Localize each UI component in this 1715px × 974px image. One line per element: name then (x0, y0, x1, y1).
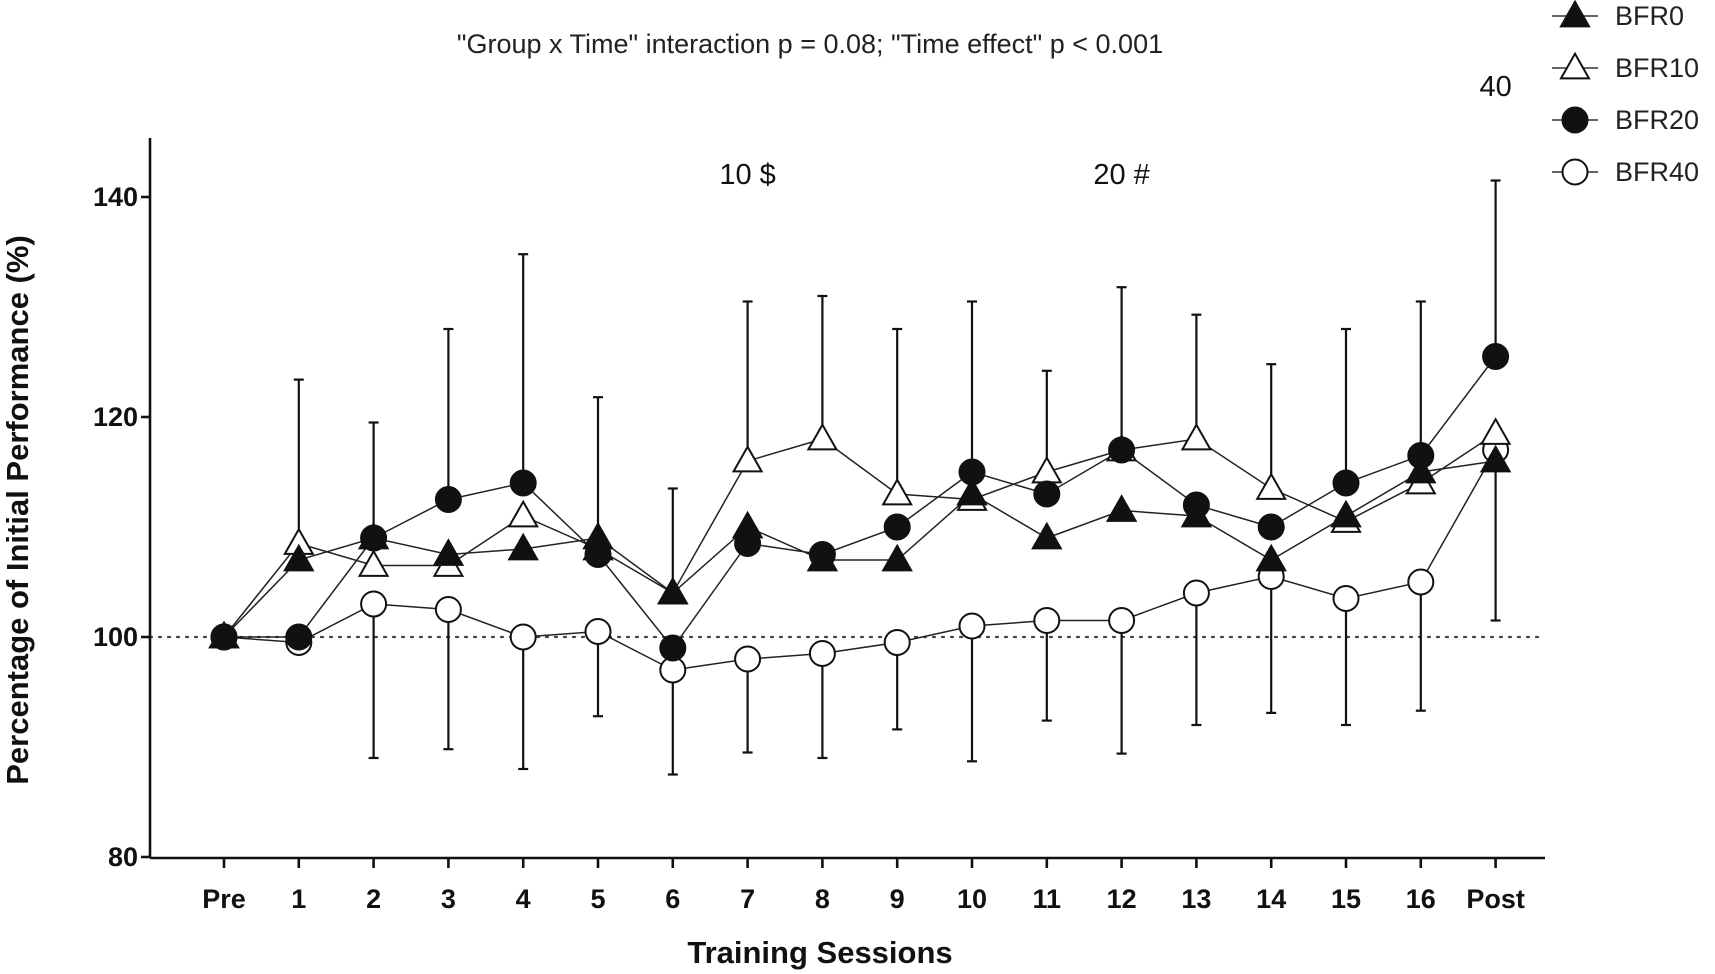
x-tick-label: 14 (1256, 884, 1286, 914)
data-point-bfr0 (1180, 499, 1213, 528)
x-tick-label: 6 (665, 884, 680, 914)
x-tick-label: 7 (740, 884, 755, 914)
data-point-bfr40 (1108, 607, 1136, 634)
data-point-bfr10 (357, 549, 390, 577)
data-point-bfr0 (1405, 455, 1437, 484)
x-tick-label: 11 (1033, 884, 1062, 914)
data-point-bfr10 (1479, 417, 1512, 445)
data-point-bfr20 (285, 623, 313, 651)
data-point-bfr10 (507, 499, 539, 528)
data-point-bfr10 (1031, 455, 1063, 484)
data-point-bfr0 (507, 532, 539, 561)
legend-marker-bfr10 (1559, 51, 1591, 80)
y-tick-label: 120 (93, 402, 138, 432)
data-point-bfr40 (509, 623, 537, 651)
legend-marker-bfr0 (1559, 0, 1591, 28)
y-axis: 80 100 120 140 (93, 138, 152, 872)
data-point-bfr20 (659, 634, 687, 662)
x-tick-label: 10 (957, 884, 987, 914)
y-tick-label: 100 (93, 622, 138, 652)
data-point-bfr0 (283, 543, 315, 572)
series-line-bfr0 (223, 460, 1496, 638)
series-line-bfr20 (224, 356, 1497, 650)
data-point-bfr20 (1482, 343, 1510, 370)
series-lines (223, 356, 1497, 671)
data-point-bfr0 (1105, 494, 1138, 522)
data-point-bfr20 (1108, 436, 1136, 464)
data-point-bfr0 (1330, 499, 1362, 528)
legend-marker-bfr20 (1561, 106, 1589, 134)
x-tick-label: 16 (1406, 884, 1436, 914)
data-point-bfr10 (881, 477, 913, 506)
significance-annotation: 40 (1479, 71, 1511, 103)
data-point-bfr40 (958, 612, 986, 640)
legend-label: BFR0 (1615, 1, 1684, 31)
data-point-bfr20 (1033, 480, 1061, 508)
data-point-bfr40 (808, 640, 836, 667)
data-point-bfr0 (1479, 444, 1512, 473)
y-tick-label: 80 (108, 842, 138, 872)
data-point-bfr20 (1332, 469, 1360, 497)
data-point-bfr20 (1257, 513, 1285, 541)
data-point-bfr0 (881, 543, 913, 572)
data-point-bfr20 (509, 469, 537, 497)
data-point-bfr40 (1182, 579, 1210, 607)
data-point-bfr0 (731, 510, 764, 539)
significance-annotation: 10 $ (719, 159, 775, 191)
data-point-bfr0 (432, 538, 465, 566)
data-point-bfr10 (806, 422, 839, 451)
legend-label: BFR20 (1615, 105, 1699, 135)
data-point-bfr0 (582, 521, 614, 550)
data-point-bfr0 (956, 477, 988, 506)
legend-marker-bfr40 (1561, 158, 1589, 186)
x-tick-label: 15 (1331, 884, 1361, 914)
data-point-bfr10 (731, 444, 764, 473)
data-point-bfr10 (1180, 422, 1213, 451)
data-point-bfr0 (1255, 543, 1287, 572)
x-tick-label: 8 (815, 884, 830, 914)
data-point-bfr40 (1033, 607, 1061, 634)
chart-subtitle: "Group x Time" interaction p = 0.08; "Ti… (457, 29, 1163, 59)
data-point-bfr40 (1332, 585, 1360, 612)
series-markers (208, 343, 1512, 684)
x-axis-title: Training Sessions (687, 935, 952, 970)
data-point-bfr0 (806, 543, 839, 572)
data-point-bfr20 (883, 513, 911, 541)
data-point-bfr40 (584, 618, 612, 645)
data-point-bfr20 (434, 486, 462, 513)
legend: BFR0 BFR10 BFR20 BFR40 (1552, 0, 1699, 187)
x-tick-label: 4 (516, 884, 531, 914)
error-bars (293, 179, 1501, 776)
annotations: 10 $ 20 # 40 (719, 71, 1511, 191)
x-tick-label: 2 (366, 884, 381, 914)
x-tick-label: Post (1466, 884, 1525, 914)
data-point-bfr40 (360, 590, 388, 618)
x-tick-label: 1 (291, 884, 306, 914)
y-tick-label: 140 (93, 182, 138, 212)
x-tick-label: 3 (441, 884, 456, 914)
x-tick-label: 9 (890, 884, 905, 914)
data-point-bfr0 (657, 576, 689, 605)
x-tick-label: 5 (590, 884, 605, 914)
data-point-bfr0 (208, 620, 240, 649)
x-tick-label: 13 (1181, 884, 1211, 914)
x-tick-label: Pre (202, 884, 246, 914)
data-point-bfr40 (1407, 568, 1435, 596)
data-point-bfr40 (883, 629, 911, 656)
legend-label: BFR10 (1615, 53, 1699, 83)
data-point-bfr40 (434, 596, 462, 623)
legend-label: BFR40 (1615, 157, 1699, 187)
significance-annotation: 20 # (1093, 159, 1149, 191)
data-point-bfr0 (1031, 521, 1063, 550)
data-point-bfr10 (1255, 472, 1287, 500)
x-tick-label: 12 (1107, 884, 1137, 914)
x-axis: Pre 1 2 3 4 5 6 7 8 9 10 11 12 13 14 15 16 Post (150, 856, 1545, 914)
data-point-bfr40 (734, 645, 762, 673)
data-point-bfr0 (357, 521, 390, 550)
y-axis-title: Percentage of Initial Performance (%) (0, 235, 35, 785)
